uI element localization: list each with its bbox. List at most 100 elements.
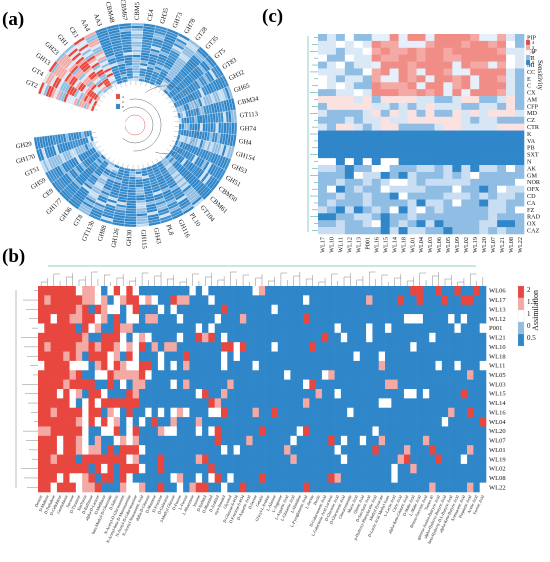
panel-b-row-label: WL04 bbox=[489, 419, 506, 426]
panel-b-cell bbox=[227, 332, 234, 343]
panel-a-legend-tick: 2 bbox=[122, 100, 124, 104]
panel-c-cell bbox=[443, 137, 453, 145]
panel-c-cell bbox=[380, 123, 390, 131]
panel-c-cell bbox=[371, 116, 381, 124]
panel-b-cell bbox=[94, 360, 102, 371]
panel-b-cell bbox=[44, 389, 51, 399]
panel-b-cell bbox=[69, 314, 77, 324]
panel-b-cell bbox=[454, 417, 462, 427]
panel-b-cell bbox=[378, 407, 386, 418]
panel-b-cell bbox=[258, 482, 266, 493]
panel-b-cell bbox=[416, 473, 424, 483]
panel-b-cell bbox=[138, 351, 146, 362]
panel-c-cell bbox=[416, 220, 426, 228]
panel-c-cell bbox=[488, 227, 498, 235]
panel-a-dendrogram-branch bbox=[149, 84, 152, 89]
panel-b-cell bbox=[170, 295, 178, 306]
panel-a-dendrogram-branch bbox=[125, 82, 127, 87]
panel-c-cell bbox=[380, 82, 390, 90]
panel-b-cell bbox=[176, 473, 184, 483]
panel-b-cell bbox=[82, 463, 89, 474]
panel-a-row-label: GH126 bbox=[111, 227, 121, 248]
panel-b-cell bbox=[429, 370, 436, 380]
panel-c-cell bbox=[497, 54, 507, 62]
panel-b-cell bbox=[422, 463, 430, 474]
panel-b-legend-tick: 1.5 bbox=[527, 298, 536, 306]
panel-b-cell bbox=[246, 351, 253, 362]
panel-c-cell bbox=[353, 54, 364, 62]
panel-b-cell bbox=[347, 435, 354, 446]
panel-c-cell bbox=[497, 102, 507, 111]
panel-a-cell bbox=[129, 171, 136, 175]
panel-b-cell bbox=[340, 323, 348, 334]
panel-c-cell bbox=[353, 123, 364, 131]
panel-c-legend-swatch bbox=[525, 39, 531, 46]
panel-b-cell bbox=[189, 360, 197, 371]
panel-b-cell bbox=[410, 445, 417, 455]
panel-b-cell bbox=[220, 314, 228, 324]
panel-b-cell bbox=[157, 323, 165, 334]
panel-c-cell bbox=[326, 40, 337, 49]
panel-b-cell bbox=[271, 304, 279, 315]
panel-c-cell bbox=[461, 171, 471, 180]
panel-b-cell bbox=[56, 454, 64, 465]
panel-b-cell bbox=[353, 417, 361, 427]
panel-b-cell bbox=[44, 407, 51, 418]
panel-b-cell bbox=[132, 463, 140, 474]
panel-c-cell bbox=[335, 75, 346, 83]
panel-b-cell bbox=[151, 295, 159, 306]
panel-b-cell bbox=[56, 482, 64, 493]
panel-b-cell bbox=[422, 473, 430, 483]
panel-b-cell bbox=[145, 426, 152, 437]
panel-b-cell bbox=[75, 379, 83, 390]
panel-c-cell bbox=[452, 40, 462, 49]
panel-c-cell bbox=[344, 185, 355, 193]
panel-c-cell bbox=[335, 109, 346, 118]
panel-c-cell bbox=[335, 165, 346, 173]
panel-c-cell bbox=[335, 185, 346, 193]
panel-b-cell bbox=[315, 398, 323, 409]
panel-b-cell bbox=[75, 370, 83, 380]
panel-c-column-label: WL02 bbox=[463, 237, 470, 253]
panel-b-cell bbox=[277, 482, 285, 493]
panel-b-cell bbox=[479, 435, 487, 446]
panel-b-cell bbox=[214, 360, 222, 371]
panel-c-cell bbox=[371, 165, 381, 173]
panel-b-cell bbox=[403, 351, 411, 362]
panel-b-cell bbox=[183, 323, 190, 334]
panel-a-cell bbox=[131, 36, 143, 40]
panel-b-cell bbox=[233, 426, 241, 437]
panel-b-cell bbox=[170, 407, 178, 418]
panel-b-cell bbox=[195, 435, 203, 446]
panel-b-cell bbox=[391, 407, 398, 418]
panel-c-cell bbox=[479, 185, 489, 193]
panel-c-cell bbox=[371, 123, 381, 131]
panel-b-cell bbox=[328, 360, 335, 371]
panel-b-cell bbox=[183, 482, 190, 493]
panel-b-cell bbox=[296, 332, 304, 343]
panel-a-cell bbox=[135, 168, 142, 172]
panel-b-cell bbox=[195, 379, 203, 390]
panel-b-cell bbox=[284, 426, 291, 437]
panel-c-cell bbox=[326, 130, 337, 138]
panel-b-cell bbox=[107, 482, 115, 493]
panel-b-cell bbox=[391, 295, 398, 306]
panel-b-cell bbox=[397, 482, 405, 493]
panel-c-cell bbox=[326, 171, 337, 180]
panel-a-dendrogram-branch bbox=[120, 83, 122, 88]
panel-b-cell bbox=[454, 304, 462, 315]
panel-b-cell bbox=[385, 304, 392, 315]
panel-c-cell bbox=[470, 220, 480, 228]
panel-c-cell bbox=[416, 102, 426, 111]
panel-b-cell bbox=[467, 398, 474, 409]
panel-c-cell bbox=[506, 227, 516, 235]
panel-b-cell bbox=[353, 435, 361, 446]
panel-b-cell bbox=[397, 286, 405, 296]
panel-b-cell bbox=[271, 360, 279, 371]
panel-b-cell bbox=[252, 417, 260, 427]
panel-c-cell bbox=[443, 47, 453, 55]
panel-b-cell bbox=[397, 351, 405, 362]
panel-b-cell bbox=[88, 407, 96, 418]
panel-b-cell bbox=[113, 417, 121, 427]
